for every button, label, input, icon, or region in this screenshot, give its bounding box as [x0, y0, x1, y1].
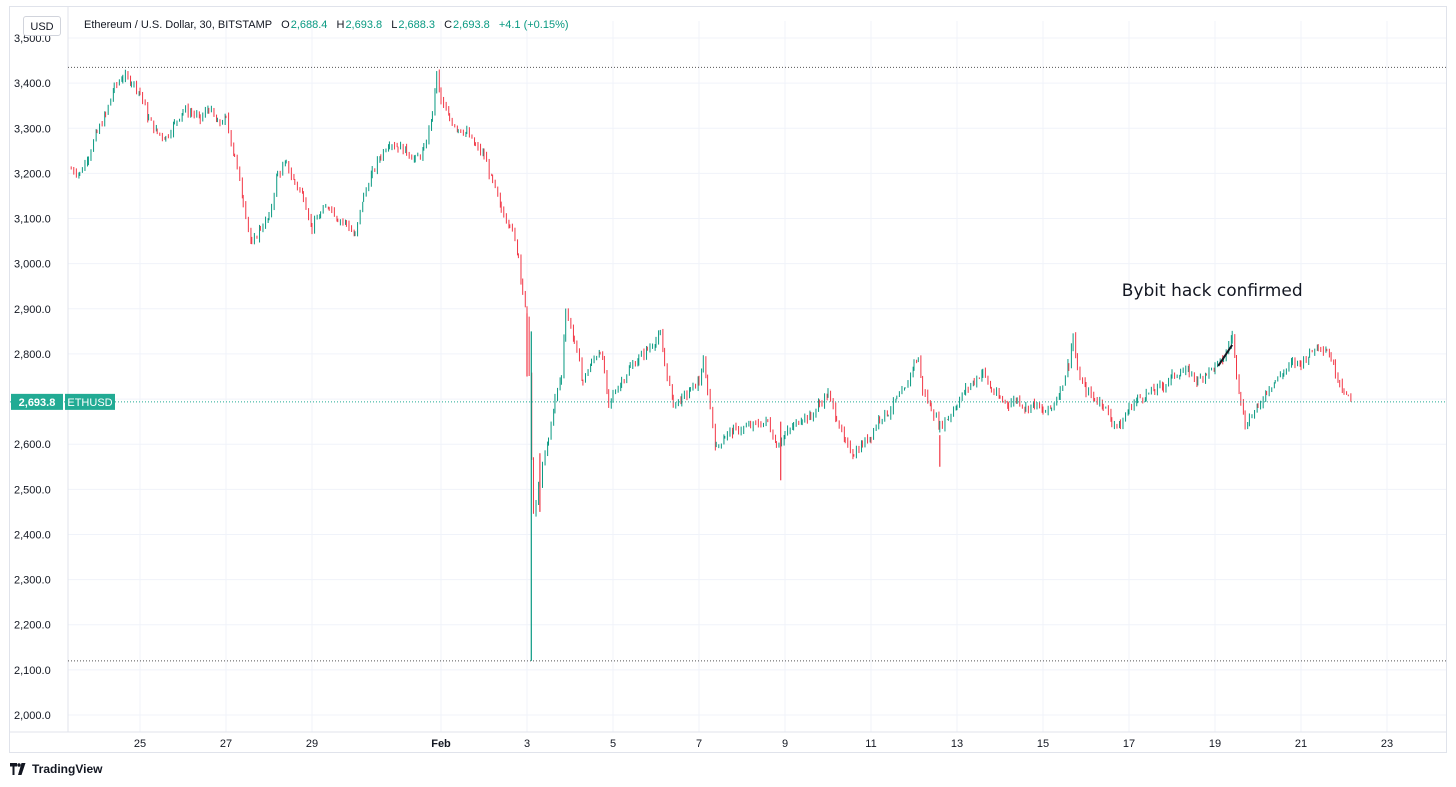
y-tick-label: 2,000.0	[14, 710, 51, 722]
legend-o-label: O	[281, 19, 290, 31]
y-tick-label: 3,000.0	[14, 259, 51, 271]
y-tick-label: 3,400.0	[14, 78, 51, 90]
legend-h-label: H	[336, 19, 345, 31]
symbol-tag: ETHUSD	[67, 397, 112, 409]
y-tick-label: 3,300.0	[14, 123, 51, 135]
y-tick-label: 2,900.0	[14, 304, 51, 316]
last-price-label: 2,693.8	[19, 397, 56, 409]
x-tick-label: 25	[134, 738, 146, 750]
x-tick-label: 17	[1123, 738, 1135, 750]
y-tick-label: 3,500.0	[14, 33, 51, 45]
x-tick-label: 23	[1381, 738, 1393, 750]
chart-frame[interactable]: 2,000.0 2,100.0 2,200.0 2,300.0 2,400.0 2,500…	[9, 6, 1447, 753]
y-tick-label: 2,300.0	[14, 575, 51, 587]
y-tick-label: 2,200.0	[14, 620, 51, 632]
x-tick-label: 3	[524, 738, 530, 750]
x-tick-label: 13	[951, 738, 963, 750]
x-tick-label: 21	[1295, 738, 1307, 750]
x-tick-label: 5	[610, 738, 616, 750]
x-tick-label: Feb	[431, 738, 451, 750]
x-tick-label: 29	[306, 738, 318, 750]
annotation-arrow	[1217, 344, 1234, 367]
currency-badge[interactable]: USD	[23, 16, 61, 36]
annotation-text: Bybit hack confirmed	[1122, 281, 1303, 301]
footer[interactable]: TradingView	[10, 762, 102, 776]
y-tick-label: 2,800.0	[14, 349, 51, 361]
legend-l-value: 2,688.3	[398, 19, 436, 31]
price-chart[interactable]: 2,000.0 2,100.0 2,200.0 2,300.0 2,400.0 2,500…	[10, 7, 1446, 752]
x-tick-label: 19	[1209, 738, 1221, 750]
y-tick-label: 3,200.0	[14, 168, 51, 180]
tradingview-brand: TradingView	[32, 762, 103, 776]
x-tick-label: 15	[1037, 738, 1049, 750]
legend-o-value: 2,688.4	[290, 19, 328, 31]
legend-change: +4.1 (+0.15%)	[498, 19, 569, 31]
y-tick-label: 2,100.0	[14, 665, 51, 677]
y-tick-label: 2,600.0	[14, 439, 51, 451]
x-tick-label: 11	[865, 738, 876, 750]
symbol-tag-bg	[65, 393, 115, 410]
x-tick-label: 9	[782, 738, 788, 750]
legend-symbol: Ethereum / U.S. Dollar, 30, BITSTAMP	[84, 19, 273, 31]
y-tick-label: 3,100.0	[14, 214, 51, 226]
legend-h-value: 2,693.8	[345, 19, 383, 31]
legend-c-value: 2,693.8	[453, 19, 490, 31]
legend-c-label: C	[444, 19, 453, 31]
y-tick-label: 2,400.0	[14, 529, 51, 541]
x-tick-label: 27	[220, 738, 232, 750]
tradingview-logo-icon	[10, 763, 26, 775]
last-price-badge	[11, 393, 63, 410]
chart-legend: Ethereum / U.S. Dollar, 30, BITSTAMP O2,…	[84, 19, 575, 31]
x-tick-label: 7	[696, 738, 702, 750]
y-tick-label: 2,500.0	[14, 484, 51, 496]
legend-l-label: L	[391, 19, 398, 31]
